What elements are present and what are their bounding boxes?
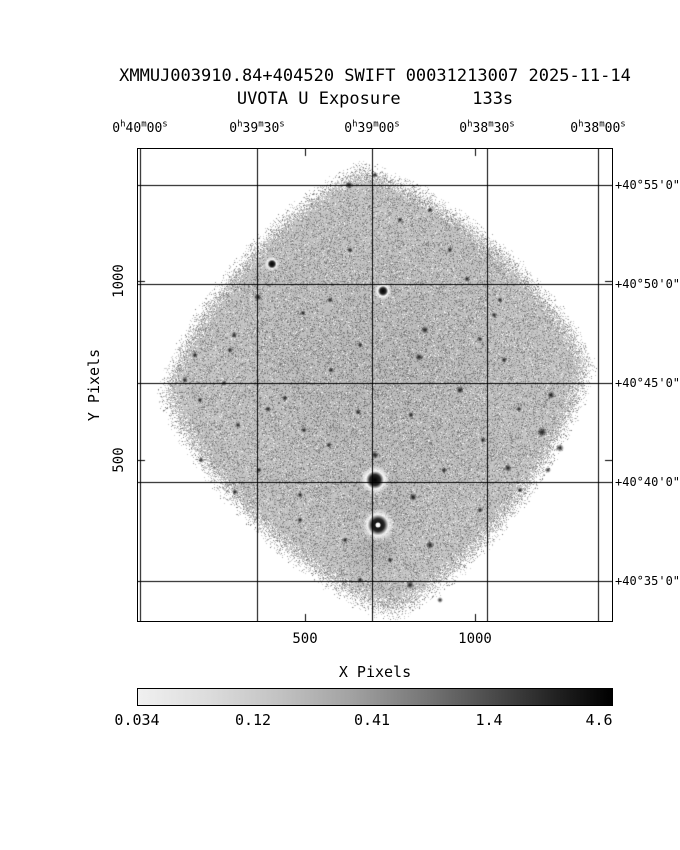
ra-tick-label: 0h39m30s [229, 119, 285, 136]
colorbar-gradient [137, 688, 613, 706]
plot-subtitle: UVOTA U Exposure 133s [236, 89, 514, 109]
plot-title: XMMUJ003910.84+404520 SWIFT 00031213007 … [119, 66, 631, 86]
colorbar-tick-label: 4.6 [585, 711, 613, 729]
ra-tick-label: 0h38m00s [570, 119, 626, 136]
y-axis-label: Y Pixels [85, 348, 103, 422]
x-tick-label: 500 [292, 631, 318, 647]
dec-tick-label: +40°45'0" [615, 376, 680, 390]
dec-tick-label: +40°55'0" [615, 178, 680, 192]
dec-tick-label: +40°50'0" [615, 277, 680, 291]
exposure-map-canvas [138, 149, 612, 621]
y-tick-label: 1000 [111, 264, 127, 298]
colorbar-tick-label: 0.034 [114, 711, 160, 729]
dec-tick-label: +40°40'0" [615, 475, 680, 489]
colorbar-tick-label: 0.12 [234, 711, 272, 729]
dec-tick-label: +40°35'0" [615, 574, 680, 588]
ra-tick-label: 0h38m30s [459, 119, 515, 136]
ra-tick-label: 0h39m00s [344, 119, 400, 136]
y-tick-label: 500 [111, 447, 127, 473]
colorbar-tick-label: 0.41 [353, 711, 391, 729]
x-axis-label: X Pixels [338, 663, 412, 681]
x-tick-label: 1000 [458, 631, 492, 647]
colorbar-tick-label: 1.4 [475, 711, 503, 729]
plot-frame [137, 148, 613, 622]
ra-tick-label: 0h40m00s [112, 119, 168, 136]
